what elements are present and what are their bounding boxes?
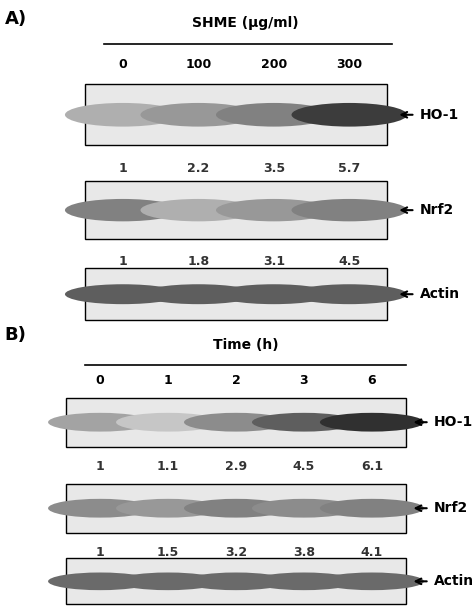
Ellipse shape xyxy=(65,103,180,127)
Bar xyxy=(66,558,406,605)
Bar xyxy=(85,268,387,320)
Text: 1.5: 1.5 xyxy=(157,546,179,559)
Ellipse shape xyxy=(320,573,424,590)
Ellipse shape xyxy=(141,199,256,221)
Text: 1.1: 1.1 xyxy=(157,460,179,473)
Bar xyxy=(66,398,406,447)
Text: 4.5: 4.5 xyxy=(293,460,315,473)
Text: 6.1: 6.1 xyxy=(361,460,383,473)
Text: 0: 0 xyxy=(118,58,127,71)
Text: Actin: Actin xyxy=(420,287,460,301)
Ellipse shape xyxy=(320,413,424,432)
Ellipse shape xyxy=(116,413,220,432)
Ellipse shape xyxy=(65,199,180,221)
Ellipse shape xyxy=(116,573,220,590)
Text: Actin: Actin xyxy=(434,575,472,588)
Ellipse shape xyxy=(252,573,356,590)
Ellipse shape xyxy=(292,284,407,304)
Ellipse shape xyxy=(184,573,288,590)
Text: 200: 200 xyxy=(261,58,287,71)
Text: B): B) xyxy=(5,326,26,344)
Ellipse shape xyxy=(292,199,407,221)
Ellipse shape xyxy=(48,573,152,590)
Text: 2.9: 2.9 xyxy=(225,460,247,473)
Bar xyxy=(85,84,387,146)
Text: 5.7: 5.7 xyxy=(338,162,361,174)
Ellipse shape xyxy=(216,103,331,127)
Bar xyxy=(66,484,406,533)
Ellipse shape xyxy=(48,413,152,432)
Text: Nrf2: Nrf2 xyxy=(434,501,469,515)
Text: 0: 0 xyxy=(96,374,104,387)
Text: 300: 300 xyxy=(336,58,362,71)
Ellipse shape xyxy=(252,413,356,432)
Text: 3.5: 3.5 xyxy=(263,162,285,174)
Ellipse shape xyxy=(141,284,256,304)
Text: 100: 100 xyxy=(185,58,211,71)
Ellipse shape xyxy=(116,499,220,518)
Ellipse shape xyxy=(141,103,256,127)
Ellipse shape xyxy=(216,199,331,221)
Ellipse shape xyxy=(184,499,288,518)
Text: SHME (μg/ml): SHME (μg/ml) xyxy=(192,16,299,30)
Ellipse shape xyxy=(292,103,407,127)
Text: 3.8: 3.8 xyxy=(293,546,315,559)
Text: HO-1: HO-1 xyxy=(434,415,472,429)
Ellipse shape xyxy=(320,499,424,518)
Text: 3: 3 xyxy=(300,374,308,387)
Text: 4.1: 4.1 xyxy=(361,546,383,559)
Text: Nrf2: Nrf2 xyxy=(420,203,455,217)
Text: A): A) xyxy=(5,10,27,27)
Bar xyxy=(85,181,387,239)
Text: 1: 1 xyxy=(118,162,127,174)
Ellipse shape xyxy=(252,499,356,518)
Text: 3.2: 3.2 xyxy=(225,546,247,559)
Text: 6: 6 xyxy=(368,374,376,387)
Text: 1: 1 xyxy=(96,546,104,559)
Text: 1: 1 xyxy=(96,460,104,473)
Text: Time (h): Time (h) xyxy=(212,338,278,351)
Text: 1.8: 1.8 xyxy=(187,256,209,268)
Ellipse shape xyxy=(184,413,288,432)
Text: HO-1: HO-1 xyxy=(420,108,459,122)
Text: 3.1: 3.1 xyxy=(263,256,285,268)
Text: 1: 1 xyxy=(118,256,127,268)
Ellipse shape xyxy=(48,499,152,518)
Text: 2.2: 2.2 xyxy=(187,162,210,174)
Ellipse shape xyxy=(216,284,331,304)
Text: 1: 1 xyxy=(164,374,172,387)
Text: 4.5: 4.5 xyxy=(338,256,361,268)
Ellipse shape xyxy=(65,284,180,304)
Text: 2: 2 xyxy=(232,374,240,387)
